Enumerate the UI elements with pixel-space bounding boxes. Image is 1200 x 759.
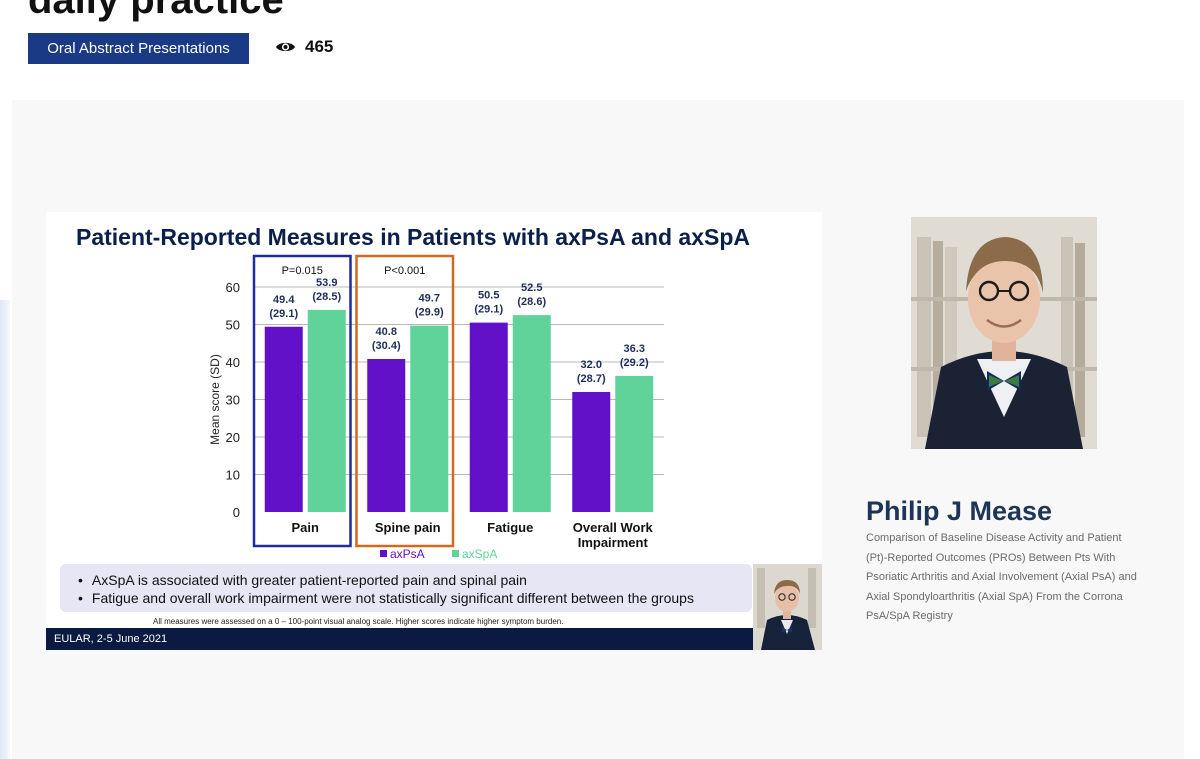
y-tick-label: 10 [226,468,240,483]
y-tick-label: 0 [233,505,240,520]
bar-sd-label: (28.7) [577,373,606,385]
bar-axpsa [367,359,406,512]
abstract-title: Comparison of Baseline Disease Activity … [866,532,1137,623]
bar-sd-label: (29.1) [474,304,503,316]
p-value-label: P=0.015 [282,265,323,277]
bar-value-label: 49.4 [273,294,295,306]
legend-swatch [452,550,459,557]
bar-sd-label: (29.1) [269,308,298,320]
bar-sd-label: (30.4) [372,340,401,352]
x-category-label: Spine pain [375,520,441,535]
x-category-label: Pain [292,520,320,535]
slide-footer: EULAR, 2-5 June 2021 [46,628,822,650]
eye-icon [275,40,296,54]
bar-axspa [307,309,346,512]
significance-box [252,254,352,548]
bar-sd-label: (29.9) [415,307,444,319]
page-title: daily practice [28,0,284,22]
x-category-label: Impairment [578,535,649,550]
p-value-label: P<0.001 [384,265,425,277]
y-tick-label: 50 [226,318,240,333]
x-category-label: Overall Work [573,520,654,535]
y-tick-label: 30 [226,393,240,408]
left-edge-decoration [0,300,10,759]
y-tick-label: 60 [226,280,240,295]
legend-label: axSpA [462,547,497,561]
conference-label: EULAR, 2-5 June 2021 [54,633,168,645]
bar-chart: 0 10 20 30 40 50 60 Mean score (SD) 49.4 (29.1) 53… [208,254,664,561]
y-tick-label: 40 [226,355,240,370]
legend-swatch [380,550,387,557]
y-tick-label: 20 [226,430,240,445]
view-count-value: 465 [305,37,334,56]
bar-value-label: 52.5 [521,282,542,294]
category-badge[interactable]: Oral Abstract Presentations [28,33,249,64]
bar-value-label: 53.9 [316,277,337,289]
speaker-name[interactable]: Philip J Mease [866,496,1053,526]
bar-axspa [410,325,449,512]
bar-value-label: 32.0 [581,359,602,371]
key-point: Fatigue and overall work impairment were… [78,590,694,606]
slide-title: Patient-Reported Measures in Patients wi… [76,224,750,250]
key-points: AxSpA is associated with greater patient… [60,564,752,612]
legend-label: axPsA [390,547,425,561]
bar-value-label: 49.7 [419,293,440,305]
bar-value-label: 40.8 [376,326,397,338]
bar-axpsa [469,322,508,512]
bar-axpsa [572,392,611,512]
bar-sd-label: (28.6) [517,296,546,308]
bar-sd-label: (29.2) [620,357,649,369]
bar-axspa [615,375,654,512]
x-category-label: Fatigue [487,520,533,535]
y-axis-label: Mean score (SD) [208,354,222,445]
speaker-photo [911,217,1097,449]
view-count: 465 [275,36,333,58]
bar-axspa [512,315,551,512]
speaker-video-thumbnail [753,564,822,650]
key-point: AxSpA is associated with greater patient… [78,572,527,588]
slide-footnote: All measures were assessed on a 0 – 100-… [153,617,564,626]
significance-box [355,254,455,548]
bar-axpsa [264,326,303,512]
bar-value-label: 36.3 [624,343,645,355]
bar-sd-label: (28.5) [312,291,341,303]
presentation-slide: Patient-Reported Measures in Patients wi… [46,212,822,650]
bar-value-label: 50.5 [478,290,499,302]
